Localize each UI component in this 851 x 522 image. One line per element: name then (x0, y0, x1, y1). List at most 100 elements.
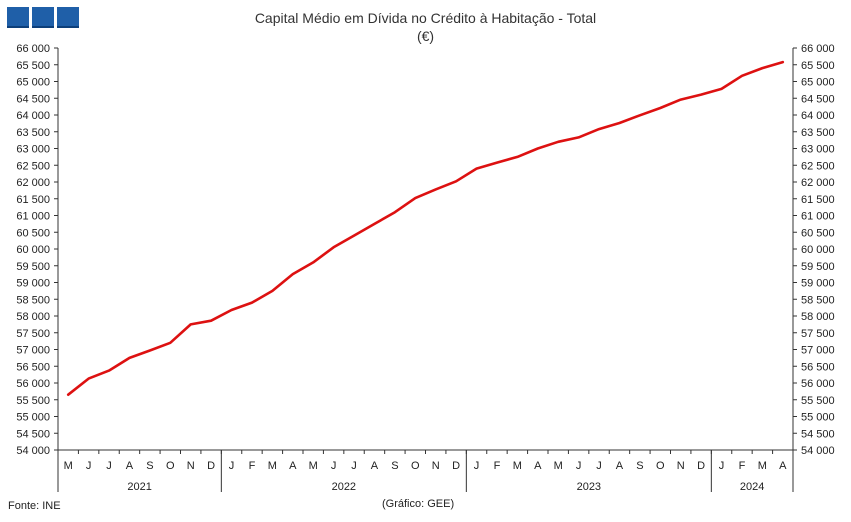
y-tick-label-left: 65 500 (16, 60, 50, 72)
y-tick-label-left: 55 500 (16, 395, 50, 407)
y-tick-label-left: 57 500 (16, 328, 50, 340)
y-tick-label-left: 60 000 (16, 244, 50, 256)
y-tick-label-right: 62 000 (801, 177, 835, 189)
y-tick-label-right: 58 000 (801, 311, 835, 323)
y-tick-label-left: 59 000 (16, 278, 50, 290)
chart-subtitle: (€) (416, 28, 435, 44)
y-tick-label-right: 64 500 (801, 93, 835, 105)
x-tick-label: O (656, 460, 665, 472)
y-tick-label-left: 58 000 (16, 311, 50, 323)
logo (7, 7, 79, 28)
y-tick-label-left: 63 500 (16, 127, 50, 139)
y-tick-label-right: 59 000 (801, 278, 835, 290)
y-tick-label-left: 64 000 (16, 110, 50, 122)
chart-credit: (Gráfico: GEE) (382, 498, 455, 510)
y-tick-label-right: 54 000 (801, 445, 835, 457)
y-tick-label-right: 58 500 (801, 294, 835, 306)
x-tick-label: A (126, 460, 134, 472)
y-tick-label-left: 63 000 (16, 144, 50, 156)
logo-block-icon (32, 7, 54, 28)
x-tick-label: A (371, 460, 379, 472)
y-tick-label-right: 59 500 (801, 261, 835, 273)
y-tick-label-right: 60 000 (801, 244, 835, 256)
x-tick-label: F (739, 460, 746, 472)
x-tick-label: N (187, 460, 195, 472)
y-tick-label-left: 60 500 (16, 227, 50, 239)
y-tick-label-left: 55 000 (16, 412, 50, 424)
y-tick-label-right: 55 000 (801, 412, 835, 424)
y-tick-label-right: 57 500 (801, 328, 835, 340)
y-tick-label-left: 62 500 (16, 160, 50, 172)
y-tick-label-left: 58 500 (16, 294, 50, 306)
x-tick-label: S (391, 460, 398, 472)
year-label: 2021 (127, 481, 151, 493)
x-tick-label: D (697, 460, 705, 472)
y-tick-label-right: 62 500 (801, 160, 835, 172)
logo-block-icon (57, 7, 79, 28)
series-line (66, 60, 785, 397)
x-tick-label: D (207, 460, 215, 472)
x-tick-label: F (249, 460, 256, 472)
year-label: 2024 (740, 481, 764, 493)
x-tick-label: O (166, 460, 175, 472)
x-tick-label: J (576, 460, 582, 472)
x-tick-label: J (106, 460, 112, 472)
y-tick-label-right: 57 000 (801, 345, 835, 357)
x-tick-label: A (779, 460, 787, 472)
y-tick-label-right: 61 000 (801, 211, 835, 223)
y-tick-label-right: 64 000 (801, 110, 835, 122)
logo-block-icon (7, 7, 29, 28)
y-tick-label-right: 56 500 (801, 361, 835, 373)
x-tick-label: A (289, 460, 297, 472)
x-tick-label: M (554, 460, 563, 472)
x-tick-label: J (331, 460, 337, 472)
y-tick-label-left: 61 500 (16, 194, 50, 206)
y-tick-label-right: 56 000 (801, 378, 835, 390)
y-tick-label-left: 56 000 (16, 378, 50, 390)
x-tick-label: J (719, 460, 725, 472)
y-tick-label-right: 66 000 (801, 43, 835, 55)
x-tick-label: J (474, 460, 480, 472)
x-tick-label: S (636, 460, 643, 472)
x-tick-label: M (758, 460, 767, 472)
x-tick-label: J (229, 460, 235, 472)
x-tick-label: O (411, 460, 420, 472)
y-tick-label-right: 65 000 (801, 77, 835, 89)
y-tick-label-left: 65 000 (16, 77, 50, 89)
y-tick-label-left: 59 500 (16, 261, 50, 273)
y-tick-label-left: 54 500 (16, 428, 50, 440)
x-tick-label: F (494, 460, 501, 472)
x-tick-label: M (268, 460, 277, 472)
year-label: 2023 (577, 481, 601, 493)
y-tick-label-right: 63 000 (801, 144, 835, 156)
x-tick-label: N (432, 460, 440, 472)
x-tick-label: A (534, 460, 542, 472)
x-tick-label: J (86, 460, 92, 472)
source-note: Fonte: INE (8, 500, 61, 512)
y-tick-label-right: 65 500 (801, 60, 835, 72)
y-tick-label-left: 57 000 (16, 345, 50, 357)
y-tick-label-left: 64 500 (16, 93, 50, 105)
x-tick-label: J (351, 460, 357, 472)
y-tick-label-left: 62 000 (16, 177, 50, 189)
y-tick-label-right: 60 500 (801, 227, 835, 239)
x-tick-label: M (309, 460, 318, 472)
chart-title: Capital Médio em Dívida no Crédito à Hab… (254, 10, 597, 26)
x-tick-label: M (513, 460, 522, 472)
x-tick-label: A (616, 460, 624, 472)
y-tick-label-right: 61 500 (801, 194, 835, 206)
y-tick-label-left: 54 000 (16, 445, 50, 457)
x-tick-label: N (677, 460, 685, 472)
x-tick-label: D (452, 460, 460, 472)
y-tick-label-right: 54 500 (801, 428, 835, 440)
y-tick-label-right: 63 500 (801, 127, 835, 139)
x-tick-label: M (64, 460, 73, 472)
x-tick-label: S (146, 460, 153, 472)
y-tick-label-left: 56 500 (16, 361, 50, 373)
y-tick-label-right: 55 500 (801, 395, 835, 407)
x-tick-label: J (596, 460, 602, 472)
y-tick-label-left: 66 000 (16, 43, 50, 55)
year-label: 2022 (332, 481, 356, 493)
y-tick-label-left: 61 000 (16, 211, 50, 223)
